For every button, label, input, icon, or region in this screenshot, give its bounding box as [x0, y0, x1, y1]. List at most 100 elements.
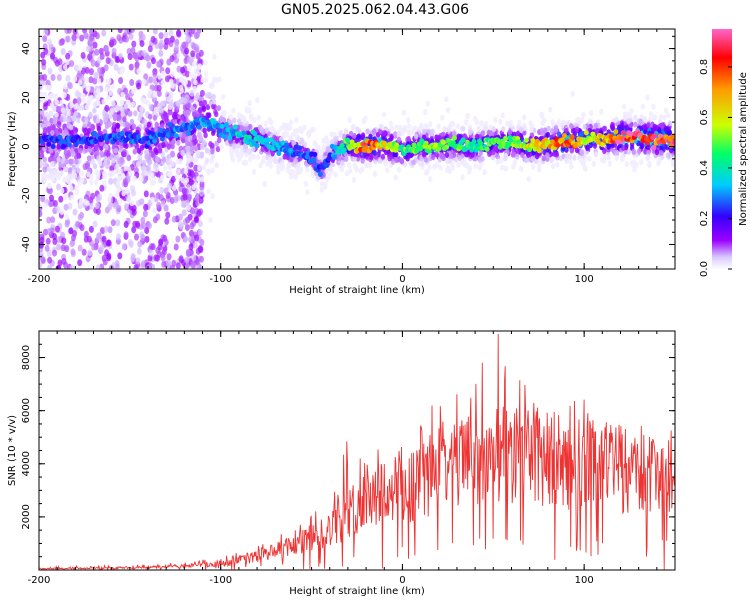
- heatmap-cell: [189, 71, 194, 78]
- heatmap-cell: [491, 126, 497, 133]
- heatmap-cell: [224, 121, 229, 128]
- heatmap-cell: [78, 147, 83, 154]
- heatmap-cell: [72, 76, 78, 82]
- heatmap-cell: [383, 160, 388, 167]
- heatmap-cell: [268, 137, 274, 143]
- heatmap-cell: [193, 79, 198, 86]
- heatmap-cell: [468, 129, 473, 136]
- heatmap-cell: [140, 260, 146, 268]
- heatmap-cell: [450, 120, 456, 127]
- heatmap-cell: [60, 48, 66, 56]
- heatmap-cell: [43, 202, 48, 209]
- heatmap-cell: [208, 217, 213, 224]
- heatmap-cell: [78, 79, 83, 86]
- heatmap-cell: [587, 155, 592, 162]
- heatmap-cell: [456, 135, 461, 142]
- heatmap-cell: [62, 64, 68, 70]
- y-tick-label: 2000: [21, 504, 32, 529]
- heatmap-cell: [198, 196, 204, 204]
- heatmap-cell: [167, 182, 173, 190]
- heatmap-cell: [606, 154, 611, 161]
- heatmap-cell: [495, 158, 500, 165]
- heatmap-cell: [503, 155, 508, 162]
- heatmap-cell: [48, 110, 54, 117]
- heatmap-cell: [489, 131, 495, 138]
- heatmap-cell: [163, 165, 168, 171]
- heatmap-cell: [168, 29, 174, 37]
- heatmap-cell: [85, 86, 90, 92]
- heatmap-cell: [534, 153, 540, 160]
- heatmap-cell: [162, 234, 168, 242]
- colorbar-tick-label: 0.0: [699, 261, 710, 277]
- heatmap-cell: [51, 124, 56, 131]
- heatmap-cell: [89, 174, 94, 181]
- heatmap-cell: [69, 102, 74, 109]
- heatmap-cell: [487, 151, 492, 157]
- heatmap-cell: [77, 213, 83, 221]
- heatmap-cell: [421, 128, 427, 135]
- heatmap-cell: [160, 254, 166, 262]
- heatmap-cell: [107, 203, 113, 211]
- heatmap-cell: [121, 243, 127, 251]
- heatmap-cell: [122, 151, 127, 158]
- heatmap-cell: [344, 170, 350, 177]
- heatmap-cell: [69, 60, 75, 67]
- heatmap-cell: [41, 58, 47, 66]
- heatmap-cell: [153, 195, 159, 203]
- heatmap-cell: [228, 147, 234, 154]
- heatmap-cell: [105, 239, 111, 247]
- heatmap-cell: [614, 155, 619, 162]
- heatmap-cell: [202, 99, 207, 106]
- heatmap-cell: [56, 156, 61, 163]
- heatmap-cell: [126, 154, 132, 161]
- heatmap-cell: [352, 132, 357, 139]
- heatmap-cell: [114, 192, 119, 199]
- heatmap-cell: [646, 144, 651, 150]
- heatmap-cell: [140, 33, 146, 41]
- heatmap-cell: [166, 37, 172, 45]
- heatmap-cell: [431, 154, 436, 161]
- heatmap-cell: [146, 164, 152, 172]
- colorbar: [712, 29, 732, 269]
- heatmap-cell: [123, 103, 129, 110]
- heatmap-cell: [163, 187, 169, 195]
- heatmap-cell: [450, 140, 456, 146]
- heatmap-cell: [106, 150, 111, 157]
- heatmap-cell: [183, 235, 189, 243]
- heatmap-cell: [83, 230, 89, 238]
- heatmap-cell: [72, 115, 77, 122]
- heatmap-cell: [343, 128, 349, 135]
- heatmap-cell: [291, 140, 296, 147]
- heatmap-cell: [82, 97, 87, 104]
- heatmap-cell: [484, 146, 490, 152]
- heatmap-cell: [152, 216, 158, 224]
- heatmap-cell: [438, 164, 443, 171]
- heatmap-cell: [60, 231, 66, 239]
- heatmap-cell: [143, 73, 149, 81]
- heatmap-cell: [239, 113, 245, 120]
- heatmap-cell: [221, 93, 226, 100]
- heatmap-cell: [300, 137, 305, 144]
- heatmap-cell: [39, 161, 44, 168]
- heatmap-cell: [120, 111, 125, 118]
- heatmap-cell: [536, 148, 542, 154]
- heatmap-cell: [524, 157, 529, 164]
- heatmap-cell: [613, 129, 619, 135]
- heatmap-cell: [607, 160, 612, 167]
- heatmap-cell: [211, 103, 216, 110]
- heatmap-cell: [88, 76, 94, 84]
- heatmap-cell: [56, 236, 62, 244]
- heatmap-cell: [197, 220, 203, 228]
- heatmap-cell: [123, 221, 129, 228]
- heatmap-cell: [195, 150, 201, 157]
- heatmap-cell: [214, 111, 219, 118]
- heatmap-cell: [47, 38, 52, 46]
- heatmap-cell: [64, 176, 70, 183]
- heatmap-cell: [425, 100, 430, 107]
- heatmap-cell: [48, 172, 53, 179]
- heatmap-cell: [190, 50, 196, 58]
- heatmap-cell: [204, 71, 209, 77]
- heatmap-cell: [662, 114, 667, 121]
- x-tick-label: -200: [28, 274, 51, 285]
